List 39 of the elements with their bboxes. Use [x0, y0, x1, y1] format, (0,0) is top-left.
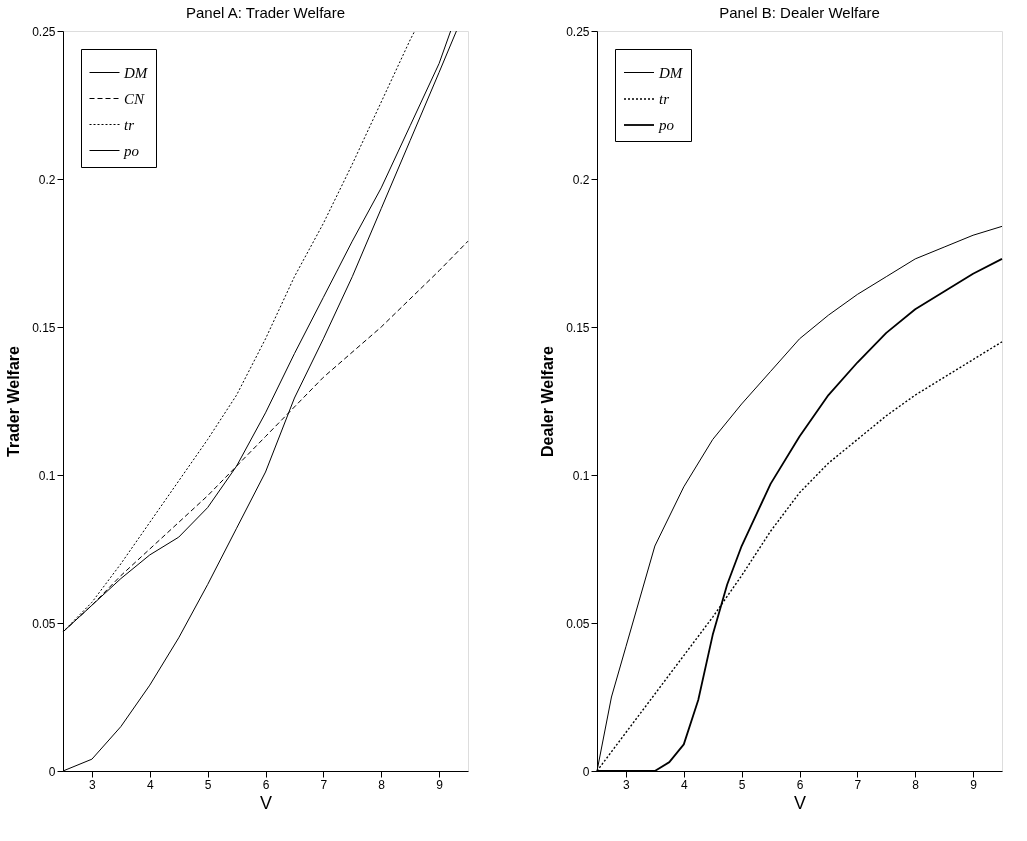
x-tick-label: 3 [89, 777, 97, 792]
y-tick-label: 0.1 [572, 468, 590, 483]
y-tick-label: 0 [582, 764, 590, 779]
x-tick-label: 7 [320, 777, 328, 792]
x-tick-label: 8 [378, 777, 386, 792]
legend-label: tr [659, 91, 670, 107]
x-tick-label: 5 [738, 777, 746, 792]
y-tick-label: 0.25 [566, 24, 590, 39]
y-tick-label: 0.2 [38, 172, 56, 187]
y-axis-title: Dealer Welfare [539, 345, 557, 457]
chart-title: Panel B: Dealer Welfare [719, 4, 880, 21]
x-tick-label: 4 [146, 777, 154, 792]
y-axis-title: Trader Welfare [5, 345, 23, 457]
x-tick-label: 6 [262, 777, 270, 792]
x-tick-label: 7 [854, 777, 862, 792]
y-tick-label: 0 [48, 764, 56, 779]
legend-label: tr [124, 116, 135, 133]
x-axis-title: V [259, 792, 273, 813]
legend-label: DM [658, 64, 684, 81]
legend-label: CN [124, 90, 145, 107]
legend-label: po [123, 142, 140, 159]
x-tick-label: 3 [623, 777, 631, 792]
y-tick-label: 0.05 [566, 616, 590, 631]
y-tick-label: 0.15 [566, 320, 590, 335]
chart-title: Panel A: Trader Welfare [186, 4, 345, 21]
legend-label: DM [123, 64, 149, 81]
x-tick-label: 9 [436, 777, 444, 792]
x-tick-label: 9 [970, 777, 978, 792]
legend-label: po [658, 117, 675, 133]
x-tick-label: 4 [680, 777, 688, 792]
x-tick-label: 6 [796, 777, 804, 792]
y-tick-label: 0.15 [32, 320, 56, 335]
x-tick-label: 5 [204, 777, 212, 792]
x-axis-title: V [793, 792, 807, 813]
y-tick-label: 0.2 [572, 172, 590, 187]
y-tick-label: 0.05 [32, 616, 56, 631]
y-tick-label: 0.25 [32, 24, 56, 39]
x-tick-label: 8 [912, 777, 920, 792]
y-tick-label: 0.1 [38, 468, 56, 483]
